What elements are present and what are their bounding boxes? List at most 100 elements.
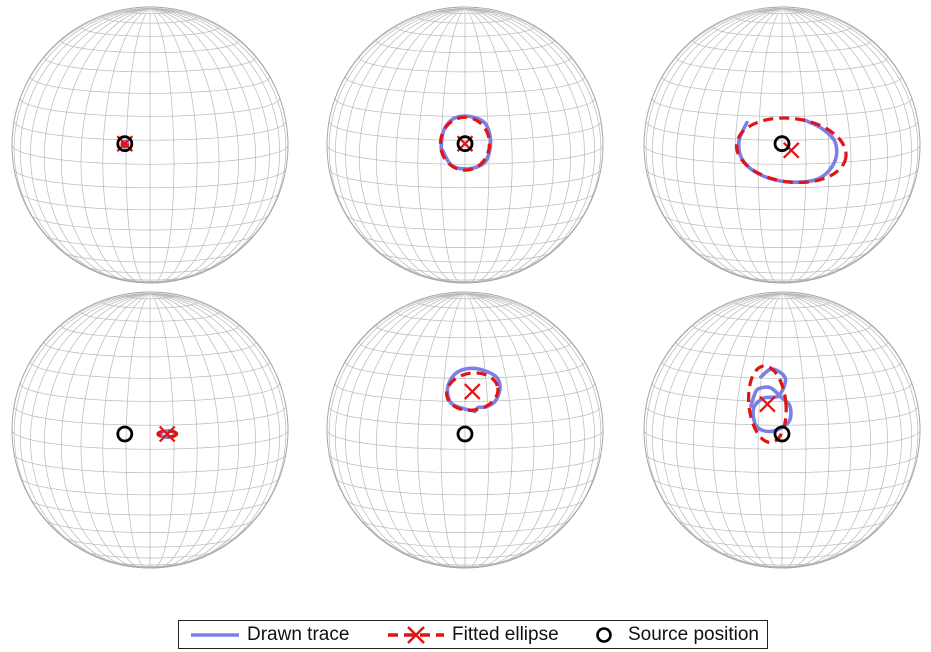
- longitude-line: [712, 8, 783, 283]
- longitude-line: [149, 8, 175, 284]
- drawn-trace: [736, 118, 839, 184]
- longitude-line: [464, 8, 602, 282]
- source-position-marker: [456, 135, 474, 153]
- longitude-line: [345, 293, 466, 568]
- sphere-panel-bottom-mid: [326, 291, 604, 569]
- longitude-line: [464, 293, 490, 569]
- longitude-line: [781, 8, 830, 284]
- longitude-line: [675, 293, 783, 568]
- longitude-line: [43, 293, 151, 568]
- legend-label-source: Source position: [628, 623, 759, 645]
- longitude-line: [781, 293, 919, 567]
- sphere-grid: [11, 8, 289, 284]
- legend-item-ellipse: Fitted ellipse: [386, 621, 559, 648]
- fitted-ellipse: [445, 371, 500, 412]
- longitude-line: [395, 8, 466, 283]
- longitude-line: [464, 8, 572, 283]
- longitude-line: [734, 8, 783, 284]
- legend: Drawn trace Fitted ellipse Source positi…: [178, 620, 768, 649]
- fitted-ellipse: [734, 116, 848, 185]
- longitude-line: [662, 293, 783, 568]
- longitude-line: [417, 293, 466, 569]
- sphere-grid: [11, 293, 289, 569]
- longitude-line: [464, 8, 490, 284]
- longitude-line: [358, 293, 466, 568]
- longitude-line: [781, 8, 919, 282]
- source-position-marker: [773, 425, 791, 443]
- longitude-line: [149, 8, 220, 283]
- longitude-line: [692, 293, 783, 568]
- longitude-line: [440, 8, 466, 284]
- longitude-line: [781, 293, 830, 569]
- longitude-line: [675, 8, 783, 283]
- sphere-outline: [643, 291, 921, 569]
- source-position-marker: [116, 135, 134, 153]
- longitude-line: [757, 293, 783, 569]
- fitted-ellipse: [747, 364, 788, 445]
- sphere-grid: [326, 293, 604, 569]
- sphere-outline: [326, 6, 604, 284]
- longitude-line: [692, 8, 783, 283]
- sphere-grid: [643, 8, 921, 284]
- source-position-marker: [116, 425, 134, 443]
- ellipse-center-cross: [464, 383, 481, 400]
- source-position-marker: [773, 135, 791, 153]
- longitude-line: [345, 8, 466, 283]
- longitude-line: [781, 293, 807, 569]
- sphere-grid: [643, 293, 921, 569]
- longitude-line: [645, 8, 783, 282]
- longitude-line: [464, 8, 513, 284]
- longitude-line: [149, 293, 240, 568]
- longitude-line: [102, 8, 151, 284]
- longitude-line: [149, 8, 240, 283]
- longitude-line: [149, 8, 287, 282]
- longitude-line: [757, 8, 783, 284]
- legend-label-ellipse: Fitted ellipse: [452, 623, 559, 645]
- longitude-line: [149, 293, 257, 568]
- sphere-panel-top-left: [11, 6, 289, 284]
- longitude-line: [149, 293, 175, 569]
- sphere-panel-bottom-left: [11, 291, 289, 569]
- longitude-line: [662, 8, 783, 283]
- longitude-line: [30, 293, 151, 568]
- ellipse-dashed-cross-icon: [388, 625, 444, 644]
- longitude-line: [43, 8, 151, 283]
- drawn-trace: [749, 367, 793, 434]
- longitude-line: [464, 293, 555, 568]
- longitude-line: [781, 293, 872, 568]
- longitude-line: [464, 293, 602, 567]
- sphere-panel-top-right: [643, 6, 921, 284]
- longitude-line: [80, 293, 151, 568]
- longitude-line: [149, 293, 220, 568]
- legend-item-source: Source position: [592, 621, 759, 648]
- fitted-ellipse: [120, 139, 130, 148]
- cross-stroke: [464, 383, 481, 400]
- sphere-outline: [326, 291, 604, 569]
- longitude-line: [781, 293, 889, 568]
- ellipse-center-cross: [759, 395, 776, 413]
- longitude-line: [781, 8, 852, 283]
- longitude-line: [417, 8, 466, 284]
- longitude-line: [149, 293, 198, 569]
- longitude-line: [102, 293, 151, 569]
- cross-stroke: [759, 395, 776, 413]
- fitted-ellipse: [156, 429, 179, 439]
- sphere-outline: [11, 6, 289, 284]
- sphere-panel-bottom-right: [643, 291, 921, 569]
- longitude-line: [13, 8, 151, 282]
- longitude-line: [464, 293, 535, 568]
- sphere-panel-top-mid: [326, 6, 604, 284]
- longitude-line: [781, 293, 852, 568]
- longitude-line: [125, 8, 151, 284]
- longitude-line: [149, 8, 198, 284]
- longitude-line: [149, 8, 257, 283]
- longitude-line: [712, 293, 783, 568]
- fitted-ellipse: [438, 115, 492, 172]
- longitude-line: [125, 293, 151, 569]
- cross-stroke: [158, 425, 176, 443]
- longitude-line: [781, 8, 889, 283]
- sphere-outline: [643, 6, 921, 284]
- longitude-line: [781, 8, 872, 283]
- longitude-line: [440, 293, 466, 569]
- longitude-line: [781, 8, 807, 284]
